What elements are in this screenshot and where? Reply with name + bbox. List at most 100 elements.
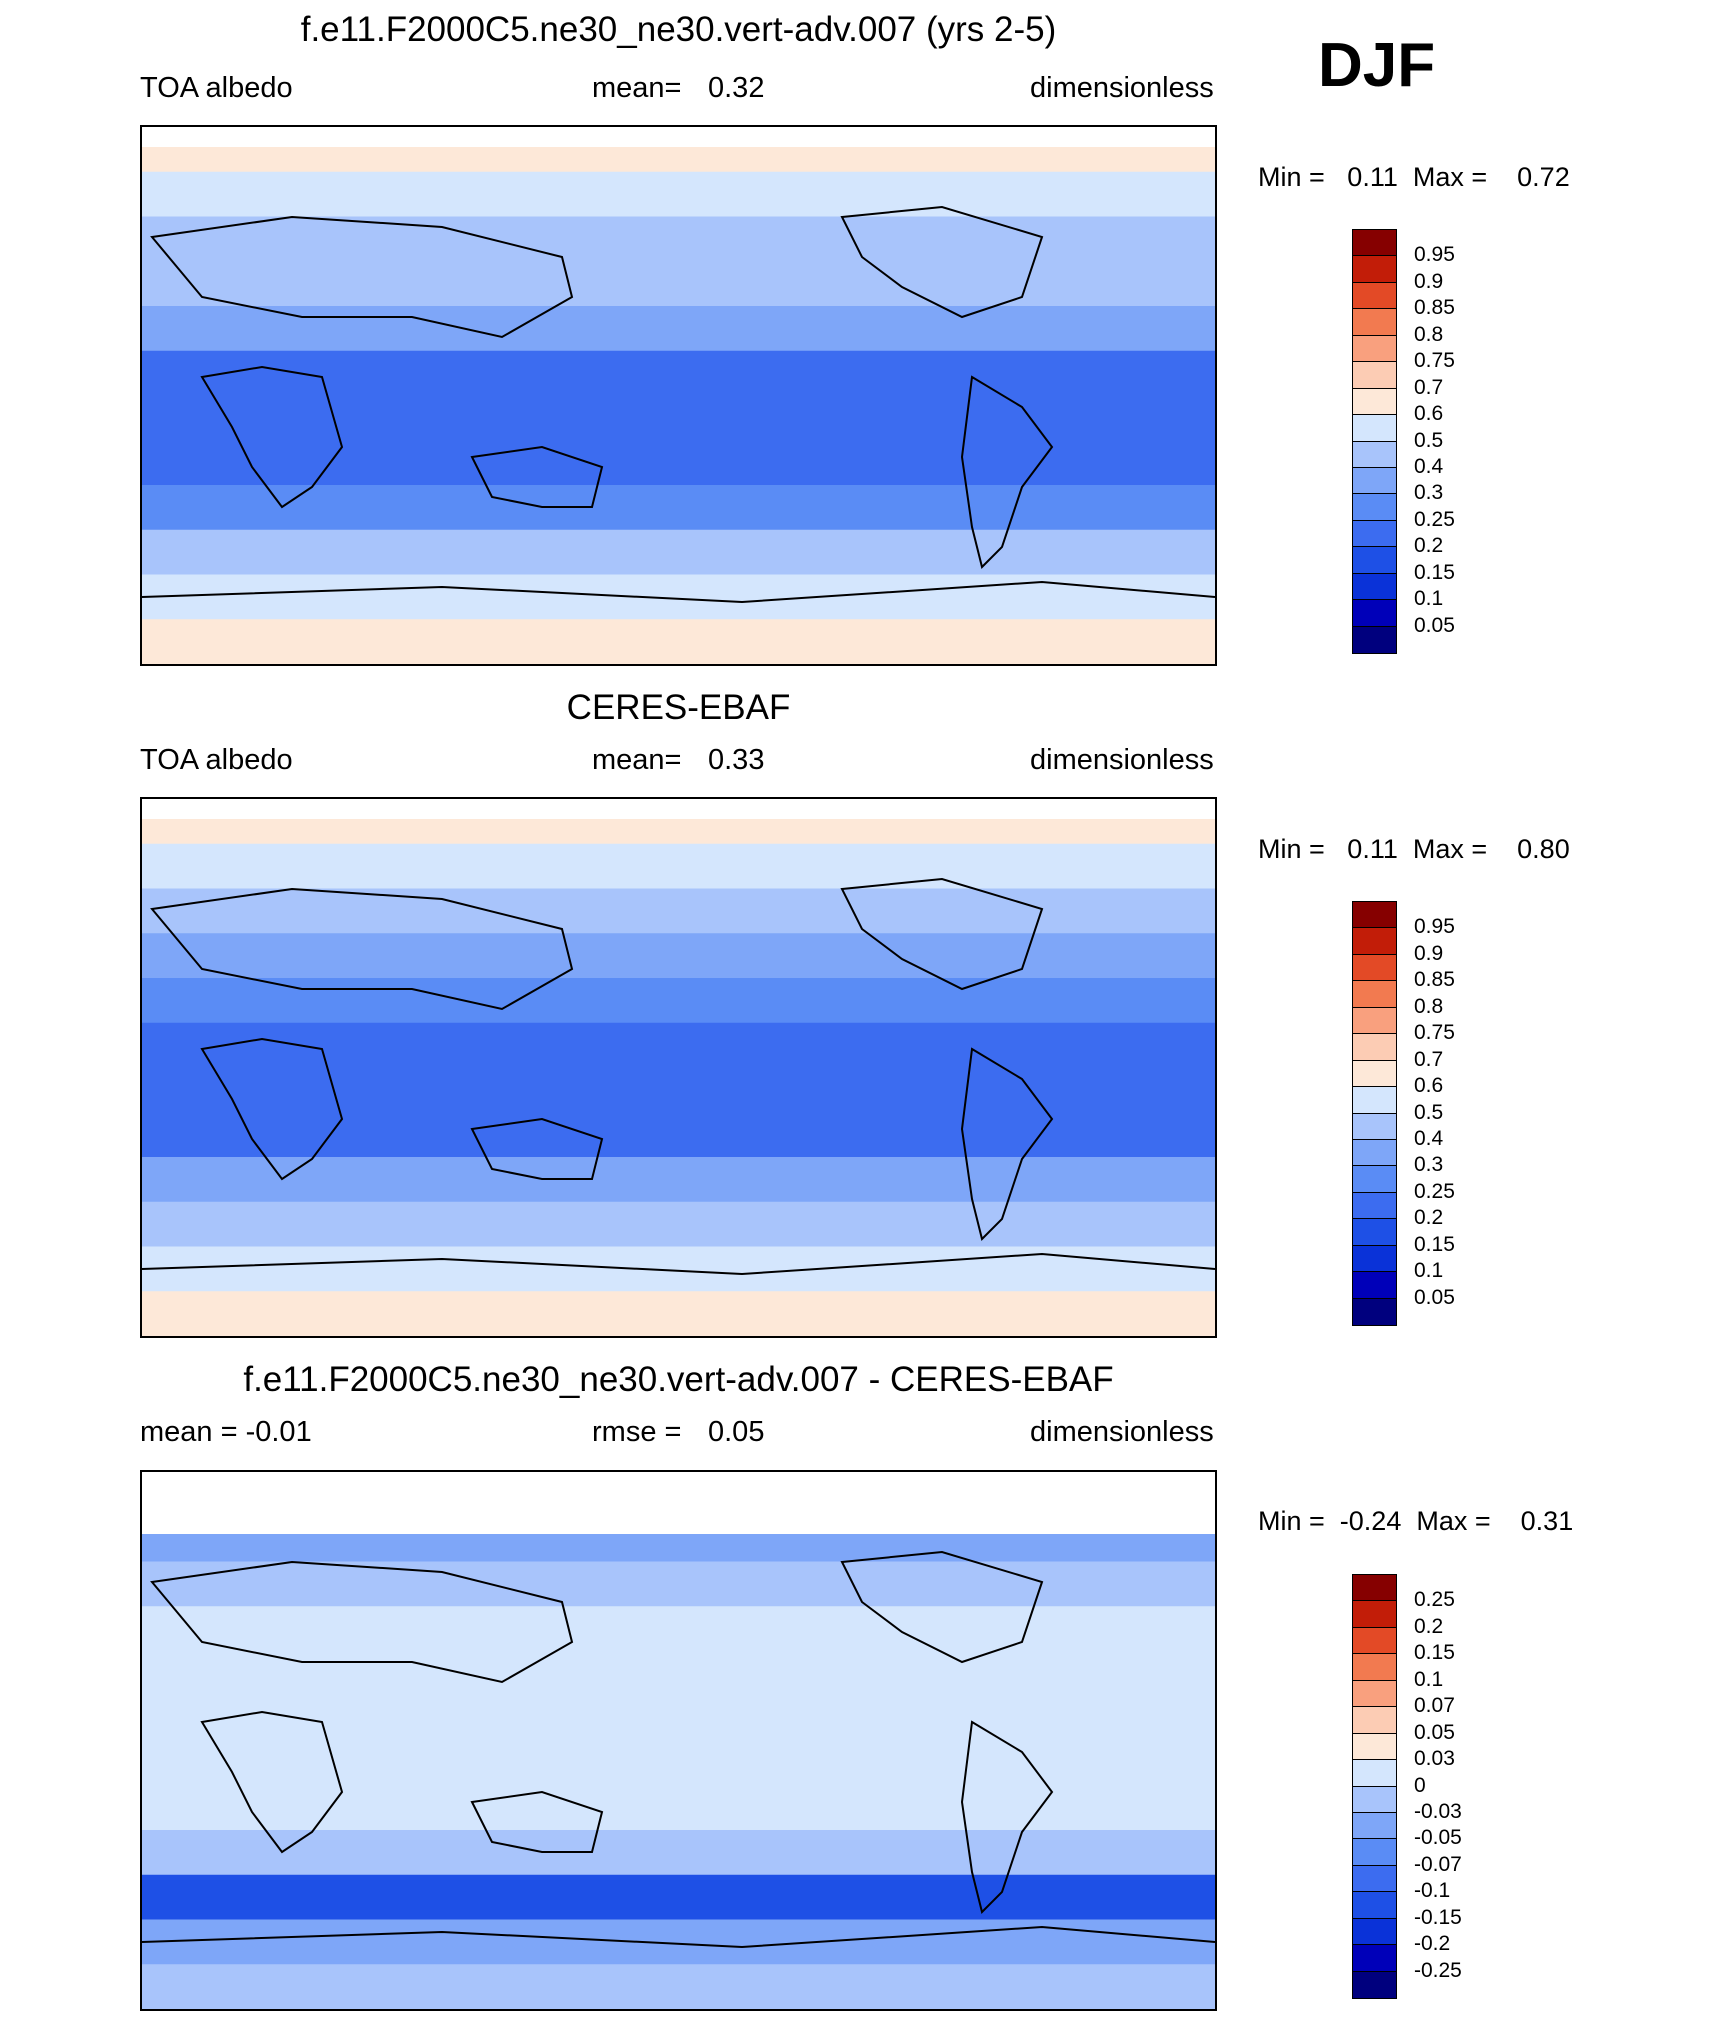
colorbar-swatch: [1353, 1219, 1396, 1246]
coastline: [200, 1710, 344, 1854]
zonal-band: [142, 171, 1215, 217]
coastline: [470, 445, 604, 508]
colorbar-tick-label: 0.05: [1414, 613, 1455, 637]
colorbar-tick-label: 0.25: [1414, 1588, 1455, 1612]
coastline: [840, 1550, 1044, 1664]
colorbar-swatch: [1353, 1892, 1396, 1919]
colorbar-tick-label: 0.9: [1414, 941, 1444, 965]
colorbar-swatch: [1353, 1601, 1396, 1628]
colorbar-tick-label: 0.03: [1414, 1747, 1455, 1771]
zonal-band: [142, 261, 1215, 307]
panel-1-minmax: Min = 0.11 Max = 0.72: [1258, 162, 1570, 193]
zonal-band: [142, 1022, 1215, 1068]
colorbar-swatch: [1353, 902, 1396, 929]
panel-2-colorbar: [1352, 901, 1397, 1326]
panel-3-max-label: Max =: [1416, 1506, 1491, 1536]
colorbar-swatch: [1353, 415, 1396, 442]
colorbar-swatch: [1353, 230, 1396, 257]
colorbar-swatch: [1353, 1007, 1396, 1035]
panel-2-minmax: Min = 0.11 Max = 0.80: [1258, 834, 1570, 865]
zonal-band: [142, 574, 1215, 620]
colorbar-swatch: [1353, 1786, 1396, 1813]
colorbar-tick-label: 0.9: [1414, 269, 1444, 293]
colorbar-tick-label: 0.8: [1414, 322, 1444, 346]
panel-1-colorbar: [1352, 229, 1397, 654]
panel-3-max-value: 0.31: [1520, 1506, 1574, 1536]
colorbar-tick-label: 0.8: [1414, 994, 1444, 1018]
colorbar-swatch: [1353, 1918, 1396, 1946]
colorbar-swatch: [1353, 1627, 1396, 1655]
colorbar-tick-label: 0.05: [1414, 1285, 1455, 1309]
zonal-band: [142, 978, 1215, 1024]
panel-2-map-svg: [142, 799, 1215, 1336]
no-data-region: [142, 127, 1215, 147]
colorbar-swatch: [1353, 928, 1396, 955]
coastline: [200, 1037, 344, 1181]
zonal-band: [142, 1874, 1215, 1920]
colorbar-tick-label: 0.07: [1414, 1694, 1455, 1718]
colorbar-swatch: [1353, 1087, 1396, 1114]
panel-2-title: CERES-EBAF: [566, 688, 791, 727]
coastline: [960, 1047, 1054, 1241]
colorbar-tick-label: 0.7: [1414, 375, 1444, 399]
zonal-band: [142, 933, 1215, 979]
coastline: [150, 215, 574, 339]
colorbar-tick-label: 0.4: [1414, 454, 1444, 478]
panel-2-max-label: Max =: [1412, 834, 1488, 864]
colorbar-swatch: [1353, 1192, 1396, 1220]
colorbar-swatch: [1353, 309, 1396, 336]
panel-2-min-value: 0.11: [1347, 834, 1398, 864]
coastline: [960, 375, 1054, 569]
colorbar-tick-label: 0.3: [1414, 1153, 1444, 1177]
panel-2-mean-key: mean=: [592, 744, 682, 776]
colorbar-swatch: [1353, 626, 1396, 653]
panel-2-variable-label: TOA albedo: [140, 744, 293, 776]
colorbar-swatch: [1353, 600, 1396, 627]
colorbar-swatch: [1353, 1707, 1396, 1734]
zonal-band: [142, 1919, 1215, 1965]
colorbar-tick-label: 0.15: [1414, 1232, 1455, 1256]
panel-3-rmse-key: rmse =: [592, 1416, 682, 1448]
panel-3-map: [140, 1470, 1217, 2011]
colorbar-tick-label: 0.85: [1414, 968, 1455, 992]
colorbar-tick-label: 0.7: [1414, 1047, 1444, 1071]
colorbar-swatch: [1353, 256, 1396, 283]
zonal-band: [142, 1606, 1215, 1652]
zonal-band: [142, 1291, 1215, 1336]
panel-1-title: f.e11.F2000C5.ne30_ne30.vert-adv.007 (yr…: [300, 10, 1057, 49]
colorbar-tick-label: 0.4: [1414, 1126, 1444, 1150]
colorbar-swatch: [1353, 981, 1396, 1008]
colorbar-tick-label: 0.75: [1414, 1021, 1455, 1045]
colorbar-swatch: [1353, 1812, 1396, 1840]
panel-3-colorbar: [1352, 1574, 1397, 1999]
colorbar-swatch: [1353, 1113, 1396, 1140]
colorbar-swatch: [1353, 1575, 1396, 1602]
zonal-band: [142, 1067, 1215, 1113]
colorbar-tick-label: 0.1: [1414, 1259, 1444, 1283]
colorbar-tick-label: -0.15: [1414, 1905, 1462, 1929]
zonal-band: [142, 216, 1215, 262]
panel-3-minmax: Min = -0.24 Max = 0.31: [1258, 1506, 1573, 1537]
panel-1-units: dimensionless: [1030, 72, 1214, 104]
colorbar-tick-label: -0.05: [1414, 1826, 1462, 1850]
colorbar-swatch: [1353, 494, 1396, 521]
colorbar-tick-label: 0.15: [1414, 560, 1455, 584]
colorbar-swatch: [1353, 441, 1396, 468]
zonal-band: [142, 1157, 1215, 1203]
colorbar-tick-label: 0.6: [1414, 402, 1444, 426]
colorbar-tick-label: 0.2: [1414, 1614, 1444, 1638]
colorbar-tick-label: 0.2: [1414, 1206, 1444, 1230]
colorbar-tick-label: 0.95: [1414, 915, 1455, 939]
colorbar-swatch: [1353, 1971, 1396, 1998]
colorbar-tick-label: 0.75: [1414, 349, 1455, 373]
colorbar-tick-label: 0.3: [1414, 481, 1444, 505]
colorbar-swatch: [1353, 388, 1396, 416]
colorbar-swatch: [1353, 1272, 1396, 1299]
colorbar-tick-label: -0.2: [1414, 1932, 1451, 1956]
panel-3-title: f.e11.F2000C5.ne30_ne30.vert-adv.007 - C…: [243, 1360, 1114, 1399]
zonal-band: [142, 485, 1215, 531]
colorbar-swatch: [1353, 1839, 1396, 1866]
zonal-band: [142, 395, 1215, 441]
panel-3-min-value: -0.24: [1339, 1506, 1402, 1536]
colorbar-swatch: [1353, 1865, 1396, 1893]
